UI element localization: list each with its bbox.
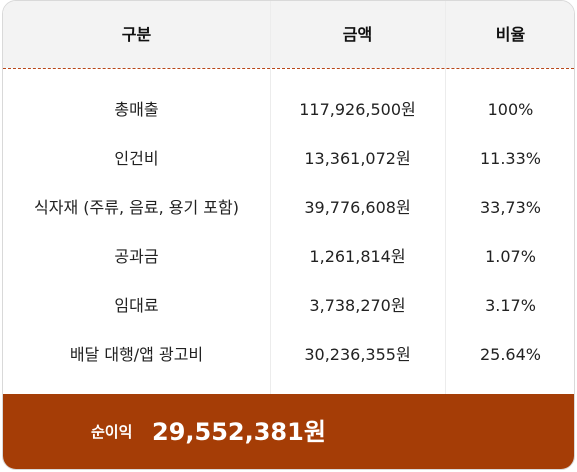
table-header: 구분 금액 비율 bbox=[3, 1, 574, 68]
column-divider bbox=[270, 1, 271, 394]
row-amount: 39,776,608원 bbox=[304, 198, 411, 217]
row-ratio: 33,73% bbox=[479, 198, 541, 217]
row-label: 총매출 bbox=[114, 100, 159, 119]
table-row: 총매출 117,926,500원 100% bbox=[3, 85, 574, 134]
header-divider bbox=[3, 68, 574, 69]
table-row: 배달 대행/앱 광고비 30,236,355원 25.64% bbox=[3, 330, 574, 379]
table-row: 공과금 1,261,814원 1.07% bbox=[3, 232, 574, 281]
row-label: 인건비 bbox=[114, 149, 159, 168]
net-profit-footer: 순이익 29,552,381원 bbox=[3, 394, 574, 469]
row-label: 식자재 (주류, 음료, 용기 포함) bbox=[34, 198, 239, 217]
net-profit-label: 순이익 bbox=[91, 423, 133, 441]
row-amount: 30,236,355원 bbox=[304, 345, 411, 364]
row-label: 배달 대행/앱 광고비 bbox=[69, 345, 204, 364]
row-amount: 117,926,500원 bbox=[299, 100, 416, 119]
row-ratio: 1.07% bbox=[485, 247, 536, 266]
row-ratio: 3.17% bbox=[485, 296, 536, 315]
header-amount: 금액 bbox=[342, 25, 373, 44]
table-row: 식자재 (주류, 음료, 용기 포함) 39,776,608원 33,73% bbox=[3, 183, 574, 232]
row-label: 공과금 bbox=[114, 247, 159, 266]
net-profit-value: 29,552,381원 bbox=[152, 418, 326, 446]
row-amount: 1,261,814원 bbox=[309, 247, 406, 266]
column-divider bbox=[445, 1, 446, 394]
row-ratio: 25.64% bbox=[479, 345, 541, 364]
header-label: 구분 bbox=[121, 25, 152, 44]
row-ratio: 11.33% bbox=[479, 149, 541, 168]
table-row: 인건비 13,361,072원 11.33% bbox=[3, 134, 574, 183]
row-amount: 13,361,072원 bbox=[304, 149, 411, 168]
row-amount: 3,738,270원 bbox=[309, 296, 406, 315]
row-label: 임대료 bbox=[114, 296, 159, 315]
table-row: 임대료 3,738,270원 3.17% bbox=[3, 281, 574, 330]
row-ratio: 100% bbox=[487, 100, 534, 119]
header-ratio: 비율 bbox=[495, 25, 526, 44]
